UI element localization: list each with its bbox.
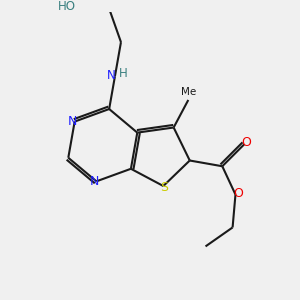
Text: H: H [119, 67, 128, 80]
Text: Me: Me [181, 86, 196, 97]
Text: O: O [233, 187, 243, 200]
Text: N: N [89, 175, 99, 188]
Text: S: S [160, 181, 168, 194]
Text: O: O [241, 136, 251, 149]
Text: HO: HO [58, 0, 76, 14]
Text: N: N [68, 115, 77, 128]
Text: N: N [107, 68, 116, 82]
